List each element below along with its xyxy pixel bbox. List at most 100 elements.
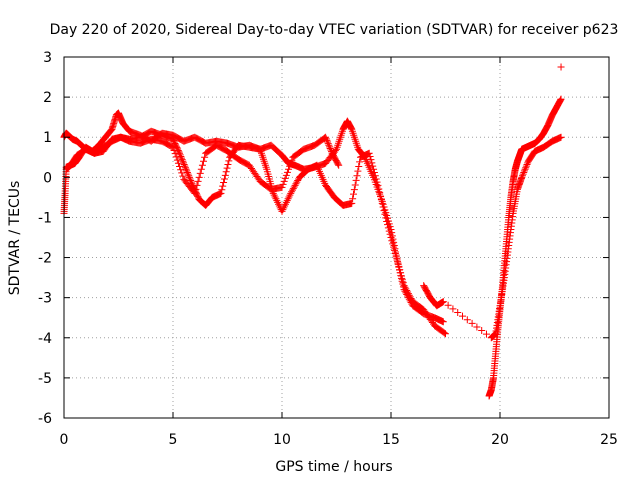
data-point (172, 153, 180, 161)
data-point (355, 163, 363, 171)
data-point (270, 191, 278, 199)
data-point (557, 95, 565, 103)
data-point (459, 312, 467, 320)
data-point (519, 170, 527, 178)
data-point (324, 138, 332, 146)
data-point (454, 309, 462, 317)
data-point (223, 164, 231, 172)
data-point (185, 172, 193, 180)
data-point (349, 195, 357, 203)
data-point (369, 162, 377, 170)
data-point (125, 126, 133, 134)
data-point (179, 172, 187, 180)
data-point (382, 214, 390, 222)
data-point (390, 243, 398, 251)
y-axis-label: SDTVAR / TECUs (7, 181, 23, 296)
x-tick-label: 15 (382, 432, 400, 448)
x-tick-label: 0 (60, 432, 69, 448)
data-point (294, 177, 302, 185)
data-point (324, 140, 332, 148)
chart-title: Day 220 of 2020, Sidereal Day-to-day VTE… (50, 22, 619, 38)
data-point (395, 262, 403, 270)
data-point (393, 256, 401, 264)
y-tick-label: -1 (38, 210, 52, 226)
data-point (282, 171, 290, 179)
data-point (386, 230, 394, 238)
data-point (197, 165, 205, 173)
data-point (399, 278, 407, 286)
data-point (177, 166, 185, 174)
data-point (397, 269, 405, 277)
data-point (442, 330, 449, 338)
data-point (406, 293, 414, 301)
data-point (353, 172, 361, 180)
data-point (373, 178, 381, 186)
y-tick-label: 2 (43, 90, 52, 106)
data-point (293, 178, 301, 186)
data-point (397, 272, 405, 280)
data-point (222, 168, 230, 176)
data-point (285, 165, 293, 173)
data-point (288, 186, 296, 194)
data-point (398, 275, 406, 283)
data-point (181, 164, 189, 172)
data-point (221, 171, 229, 179)
data-point (378, 199, 386, 207)
data-point (274, 198, 282, 206)
data-point (288, 156, 296, 164)
data-point (217, 189, 225, 197)
data-point (366, 152, 374, 160)
data-point (449, 305, 457, 313)
data-point (348, 199, 356, 207)
data-point (285, 193, 293, 201)
data-point (326, 144, 334, 152)
data-point (384, 224, 392, 232)
data-point (379, 203, 387, 211)
data-point (283, 197, 291, 205)
data-point (557, 63, 565, 71)
data-point (374, 181, 382, 189)
data-point (284, 195, 292, 203)
y-tick-label: 3 (43, 50, 52, 66)
data-point (518, 173, 526, 181)
data-point (396, 266, 404, 274)
y-tick-label: 0 (43, 170, 52, 186)
data-point (375, 185, 383, 193)
x-tick-label: 5 (169, 432, 178, 448)
data-point (176, 163, 184, 171)
data-point (218, 186, 226, 194)
data-point (326, 143, 334, 151)
data-point (290, 183, 298, 191)
data-point (468, 319, 476, 327)
x-tick-label: 20 (491, 432, 509, 448)
data-point (278, 183, 286, 191)
data-point (291, 181, 299, 189)
y-tick-label: -5 (38, 371, 52, 387)
data-point (220, 175, 228, 183)
data-point (171, 150, 179, 158)
series-outlier (557, 63, 565, 71)
data-point (278, 207, 286, 215)
y-tick-label: -6 (38, 411, 52, 427)
series-trace-e (420, 133, 565, 342)
data-point (394, 259, 402, 267)
data-point (557, 133, 565, 141)
data-point (351, 181, 359, 189)
data-point (179, 157, 187, 165)
data-point (392, 253, 400, 261)
data-point (286, 162, 294, 170)
axis-ticks: 0 5 10 15 20 25 -6 -5 -4 -3 -2 -1 0 1 2 3 (38, 50, 618, 448)
data-point (194, 177, 202, 185)
data-point (170, 146, 178, 154)
data-point (201, 153, 209, 161)
data-point (371, 172, 379, 180)
y-tick-label: -2 (38, 251, 52, 267)
data-point (377, 192, 385, 200)
data-point (183, 167, 191, 175)
data-point (356, 158, 364, 166)
data-point (168, 143, 176, 151)
data-point (195, 173, 203, 181)
data-point (286, 191, 294, 199)
data-point (401, 283, 409, 291)
